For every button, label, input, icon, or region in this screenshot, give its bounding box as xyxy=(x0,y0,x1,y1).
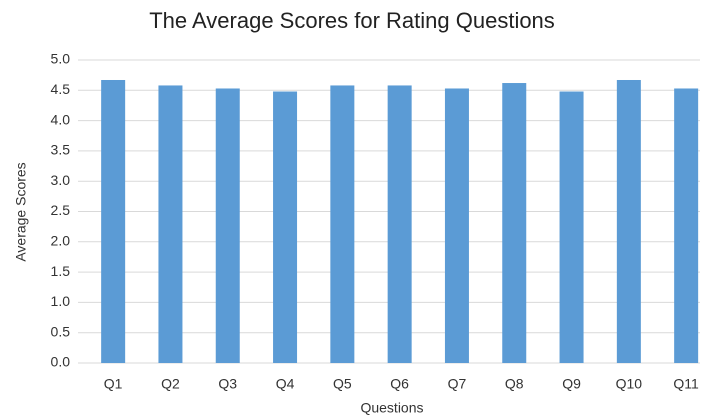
y-tick-label: 4.0 xyxy=(51,111,71,127)
bar xyxy=(559,91,584,364)
x-tick-label: Q8 xyxy=(505,376,524,392)
x-tick-label: Q9 xyxy=(562,376,581,392)
chart-title: The Average Scores for Rating Questions xyxy=(149,8,555,33)
x-tick-label: Q2 xyxy=(161,376,180,392)
bar xyxy=(101,79,126,364)
x-tick-label: Q3 xyxy=(218,376,237,392)
bar xyxy=(215,88,240,364)
y-tick-label: 1.0 xyxy=(51,293,71,309)
bar xyxy=(616,79,641,364)
bar xyxy=(502,83,527,363)
x-tick-label: Q6 xyxy=(390,376,409,392)
bar xyxy=(444,88,469,364)
bar xyxy=(387,85,412,364)
bar xyxy=(273,91,298,364)
bar xyxy=(158,85,183,364)
y-tick-label: 0.0 xyxy=(51,354,71,370)
y-tick-label: 0.5 xyxy=(51,323,71,339)
x-tick-label: Q5 xyxy=(333,376,352,392)
x-tick-label: Q1 xyxy=(104,376,123,392)
y-axis-label: Average Scores xyxy=(13,162,29,261)
x-tick-label: Q4 xyxy=(276,376,295,392)
bar xyxy=(674,88,699,364)
x-tick-label: Q7 xyxy=(448,376,467,392)
y-tick-label: 1.5 xyxy=(51,263,71,279)
y-tick-label: 3.5 xyxy=(51,142,71,158)
y-tick-label: 5.0 xyxy=(51,51,71,67)
y-tick-label: 2.5 xyxy=(51,202,71,218)
x-axis-label: Questions xyxy=(360,400,423,416)
y-tick-label: 4.5 xyxy=(51,81,71,97)
bar xyxy=(330,85,355,364)
y-tick-label: 3.0 xyxy=(51,172,71,188)
y-tick-label: 2.0 xyxy=(51,233,71,249)
x-tick-label: Q11 xyxy=(673,376,699,392)
x-tick-label: Q10 xyxy=(616,376,643,392)
